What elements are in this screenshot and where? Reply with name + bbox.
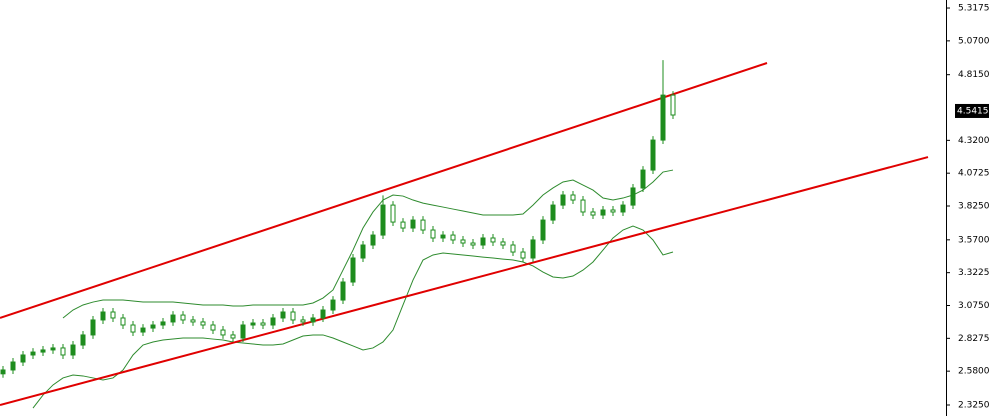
candle-body <box>290 311 296 321</box>
y-tick-label: 3.0750 <box>958 301 989 311</box>
candle-body <box>340 281 346 301</box>
candle-body <box>570 194 576 201</box>
candle-body <box>80 334 86 346</box>
candle-body <box>580 199 586 213</box>
trend-line <box>0 62 768 319</box>
y-tick-label: 3.5700 <box>958 235 989 245</box>
y-tick-label: 4.8150 <box>958 70 989 80</box>
y-tick-label: 2.3250 <box>958 400 989 410</box>
candle-body <box>500 241 506 246</box>
candle-body <box>360 244 366 259</box>
candle-body <box>230 334 236 339</box>
candle-body <box>40 349 46 353</box>
candle-body <box>670 94 676 116</box>
candle-body <box>280 311 286 319</box>
candle-body <box>590 211 596 216</box>
candle-body <box>400 221 406 229</box>
candle-body <box>320 309 326 319</box>
candle-body <box>350 257 356 283</box>
candle-body <box>550 204 556 221</box>
plot-area <box>0 60 929 409</box>
y-tick-label: 2.8275 <box>958 334 989 344</box>
candle-body <box>10 361 16 371</box>
y-tick-label: 4.3200 <box>958 136 989 146</box>
trend-line <box>0 156 929 406</box>
candle-body <box>620 204 626 213</box>
candle-body <box>610 209 616 213</box>
candle-body <box>370 234 376 246</box>
candle-body <box>480 237 486 246</box>
candle-body <box>50 347 56 351</box>
candle-body <box>140 327 146 333</box>
candle-body <box>330 299 336 311</box>
candle-body <box>190 319 196 323</box>
last-price-box <box>955 103 989 118</box>
y-tick-label: 5.0700 <box>958 36 989 46</box>
candle-body <box>420 219 426 231</box>
candle-body <box>240 324 246 339</box>
candle-body <box>450 234 456 241</box>
last-price-label: 4.5415 <box>957 106 989 116</box>
candle-body <box>380 204 386 236</box>
candle-body <box>630 187 636 206</box>
candle-body <box>120 317 126 326</box>
candle-body <box>100 311 106 321</box>
y-tick-label: 3.3225 <box>958 268 989 278</box>
y-tick-label: 4.0725 <box>958 169 989 179</box>
candle-body <box>300 319 306 323</box>
candle-body <box>70 344 76 356</box>
candle-body <box>90 319 96 336</box>
candle-body <box>390 204 396 223</box>
candle-body <box>160 321 166 326</box>
price-axis: 5.3175 5.0700 4.8150 4.3200 4.0725 3.8250 3.57… <box>946 4 989 410</box>
candle-body <box>20 354 26 363</box>
candle-body <box>520 251 526 259</box>
candle-body <box>410 219 416 229</box>
candle-body <box>430 229 436 239</box>
candle-body <box>470 242 476 246</box>
candle-body <box>600 209 606 216</box>
candle-body <box>150 324 156 329</box>
candle-body <box>530 239 536 259</box>
candle-body <box>30 351 36 356</box>
candle-body <box>270 317 276 326</box>
candle-body <box>200 321 206 326</box>
candle-body <box>310 317 316 323</box>
candle-body <box>460 239 466 244</box>
y-tick-label: 2.5800 <box>958 367 989 377</box>
candle-body <box>220 329 226 336</box>
candle-body <box>650 139 656 171</box>
y-tick-label: 3.8250 <box>958 202 989 212</box>
band-line <box>32 225 674 409</box>
candle-body <box>260 322 266 326</box>
candle-body <box>640 169 646 189</box>
candle-body <box>540 219 546 241</box>
candle-body <box>170 314 176 323</box>
y-tick-label: 5.3175 <box>958 4 989 14</box>
candle-body <box>490 237 496 243</box>
candle-body <box>660 94 666 141</box>
candle-body <box>130 324 136 333</box>
candle-body <box>210 324 216 331</box>
candle-body <box>0 369 6 375</box>
candle-body <box>440 234 446 239</box>
band-line <box>62 169 674 319</box>
candle-body <box>510 244 516 253</box>
candle-body <box>110 311 116 319</box>
candle-body <box>560 194 566 206</box>
candle-body <box>250 322 256 326</box>
candle-body <box>180 314 186 321</box>
candle-body <box>60 347 66 356</box>
